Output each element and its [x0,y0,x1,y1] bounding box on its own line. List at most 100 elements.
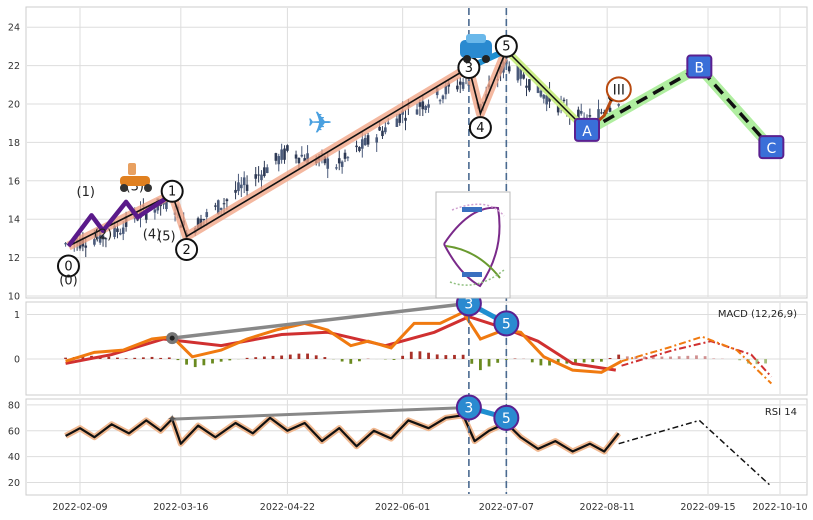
candle-body [98,228,102,243]
macd-forecast [621,335,773,385]
rsi-forecast [618,419,772,487]
candle-body [539,90,543,97]
candle-body [165,197,168,210]
macd-histogram-bar [660,356,664,359]
wave-marker-label: 1 [168,185,176,200]
candle-body [265,167,269,173]
wave-marker-4 [468,116,492,140]
macd-histogram-bar [211,359,214,364]
macd-histogram-bar [314,355,318,359]
wave-bubble-label: 3 [464,296,473,312]
candle-body [528,79,531,91]
macd-histogram-bar [150,356,154,359]
macd-histogram-bar [427,352,430,359]
subwave-label: (4) [143,227,161,242]
macd-histogram-bar [755,359,759,365]
wave-marker-b [686,54,713,79]
candle-body [381,130,384,137]
candle-body [216,200,220,215]
macd-histogram-bar [392,359,396,360]
candle-body [444,85,448,95]
candle-body [196,218,200,230]
macd-histogram-bar [167,357,171,359]
candle-body [522,74,525,79]
macd-histogram-bar [435,354,439,359]
candle-body [240,184,243,189]
candle-body [608,107,612,112]
wave-marker-label: C [766,141,776,157]
wave-marker-label: 4 [476,121,484,136]
car-icon [460,34,492,63]
wave-bubble-label: 5 [502,411,511,427]
macd-histogram-bar [116,357,119,359]
macd-signal-forecast [621,340,773,378]
candle-body [245,184,249,191]
wave-marker-iii [605,76,632,103]
candle-body [205,212,209,218]
rsi-divergence-star: ✦ [167,412,177,426]
wave-marker-0 [56,254,80,278]
candle-body [605,113,609,115]
x-tick-label: 2022-06-01 [375,502,430,513]
wave-marker-label: B [695,61,705,77]
y-tick-label: 1 [14,310,20,321]
candle-body [294,154,298,159]
macd-histogram-bar [245,357,249,359]
macd-histogram-bar [695,355,698,359]
macd-histogram-bar [582,359,586,363]
candle-body [579,110,583,114]
macd-histogram-bar [280,355,284,359]
candle-body [323,156,327,164]
candle-body [519,66,523,79]
candle-body [337,158,341,164]
macd-histogram-bar [651,356,655,359]
candle-body [84,245,88,248]
macd-histogram-bar [599,359,603,362]
macd-histogram-bar [176,359,180,361]
macd-histogram-bar [574,359,577,363]
macd-histogram-bar [444,355,448,359]
candle-body [363,137,367,146]
macd-histogram-bar [254,357,258,359]
macd-divergence-line [171,301,470,340]
candle-body [346,157,350,159]
macd-histogram-bar [530,359,534,363]
candle-body [415,109,419,115]
macd-histogram-bar [401,355,405,359]
subwave-purple [66,192,174,248]
candle-body [306,153,309,164]
wave-marker-label: 2 [182,243,190,258]
macd-histogram-bar [548,359,551,366]
rsi-panel-title: RSI 14 [765,407,797,418]
candle-body [274,153,278,161]
macd-histogram-bar [617,354,621,359]
x-tick-label: 2022-03-16 [153,502,208,513]
macd-histogram-bar [677,356,681,359]
candle-body [588,115,592,117]
candle-body [286,145,289,151]
y-tick-label: 10 [8,292,20,303]
wave-marker-label: 5 [502,40,510,55]
macd-histogram-bar [288,354,292,359]
x-tick-label: 2022-08-11 [580,502,635,513]
candle-body [507,66,511,72]
macd-histogram-bar [202,359,206,366]
airplane-icon: ✈ [307,106,332,141]
candle-body [441,95,445,100]
wave-bubble-label: 3 [464,400,473,416]
subwave-label: (0) [59,273,77,288]
macd-wave-bubble [493,310,520,337]
macd-panel: 0 1 MACD (12,26,9) [14,301,808,396]
macd-histogram-bar [453,354,456,359]
wave-marker-a [573,117,600,142]
macd-histogram-bar [124,358,128,359]
macd-histogram-bar [306,353,309,359]
roller-coaster-icon [435,191,511,299]
macd-histogram-bar [686,355,690,359]
candle-body [277,156,281,165]
macd-histogram-bar [409,351,413,359]
wave-marker-label: A [582,124,592,140]
x-tick-label: 2022-02-09 [52,502,107,513]
y-tick-label: 22 [8,61,20,72]
